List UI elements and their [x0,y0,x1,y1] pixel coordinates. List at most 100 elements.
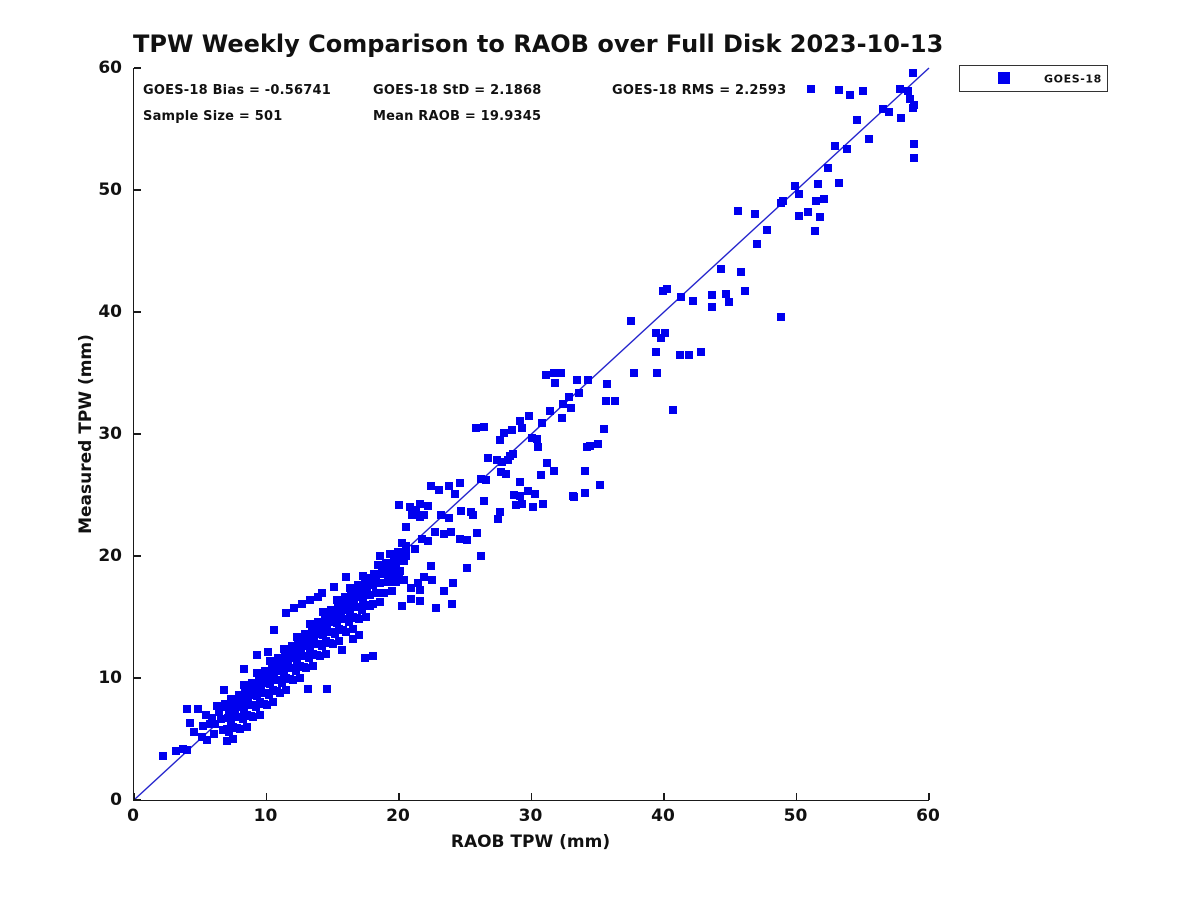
scatter-point [376,552,385,560]
scatter-point [338,598,347,607]
scatter-point [332,619,341,628]
scatter-point [572,376,581,385]
scatter-point [406,594,415,603]
x-tick [133,793,135,800]
scatter-point [376,598,385,607]
scatter-point [417,534,426,543]
scatter-point [344,597,353,606]
scatter-point [596,481,605,490]
y-tick-label: 0 [110,790,122,810]
scatter-point [909,104,918,113]
scatter-point [539,499,548,508]
scatter-point [226,716,235,725]
scatter-point [685,350,694,359]
scatter-point [450,489,459,498]
scatter-point [413,578,422,587]
x-tick [928,793,930,800]
scatter-point [626,316,635,325]
scatter-point [518,423,527,432]
scatter-point [677,293,686,302]
scatter-point [462,564,471,573]
scatter-point [580,488,589,497]
scatter-point [253,650,262,659]
scatter-point [568,492,577,501]
chart-title: TPW Weekly Comparison to RAOB over Full … [133,30,944,58]
scatter-point [795,189,804,198]
stat-mean-raob: Mean RAOB = 19.9345 [373,109,542,124]
scatter-point [348,625,357,634]
scatter-point [387,576,396,585]
scatter-point [306,620,315,629]
y-tick-label: 30 [98,424,122,444]
scatter-point [278,658,287,667]
y-tick-label: 60 [98,58,122,78]
scatter-point [342,572,350,581]
scatter-point [303,684,312,693]
y-tick-label: 10 [98,668,122,688]
scatter-point [228,700,237,709]
scatter-point [392,577,401,586]
scatter-point [830,142,839,151]
scatter-point [477,475,486,484]
scatter-point [198,721,207,730]
scatter-point [603,379,612,388]
scatter-point [197,732,206,741]
scatter-point [289,676,297,685]
scatter-point [253,669,262,678]
scatter-point [482,476,491,485]
scatter-point [791,182,800,191]
scatter-point [306,595,315,604]
scatter-point [551,378,560,387]
scatter-point [416,512,425,521]
scatter-point [511,500,520,509]
scatter-point [834,178,843,187]
scatter-point [734,206,743,215]
scatter-point [331,630,340,639]
scatter-point [213,702,222,711]
scatter-point [368,599,377,608]
scatter-point [306,643,315,652]
scatter-point [400,576,409,585]
scatter-point [653,369,662,377]
scatter-point [432,604,441,613]
scatter-point [226,694,235,703]
x-tick-label: 10 [253,806,278,826]
scatter-point [420,572,429,581]
scatter-point [359,571,368,580]
scatter-point [430,527,439,536]
x-tick [663,793,665,800]
scatter-point [396,566,405,575]
scatter-point [406,583,415,592]
scatter-point [238,694,247,703]
scatter-point [497,467,506,476]
scatter-point [455,478,464,487]
y-tick [134,311,141,313]
scatter-point [804,207,813,216]
scatter-point [575,388,584,397]
scatter-point [302,664,311,673]
scatter-point [292,632,301,641]
scatter-point [183,745,191,754]
scatter-point [217,715,226,724]
scatter-point [751,210,760,219]
scatter-point [510,491,519,499]
scatter-point [241,688,250,697]
scatter-point [258,671,267,680]
scatter-point [724,298,733,307]
y-tick [134,189,141,191]
scatter-point [546,406,555,415]
scatter-point [282,686,291,695]
scatter-point [707,303,716,312]
scatter-point [906,94,915,103]
scatter-point [515,416,524,425]
scatter-point [318,642,327,651]
scatter-point [294,639,303,648]
scatter-point [249,713,258,722]
scatter-point [368,652,377,661]
scatter-point [424,537,433,546]
scatter-point [345,583,354,592]
scatter-point [225,727,234,736]
scatter-point [897,114,906,123]
scatter-point [507,426,516,435]
scatter-point [328,639,337,648]
